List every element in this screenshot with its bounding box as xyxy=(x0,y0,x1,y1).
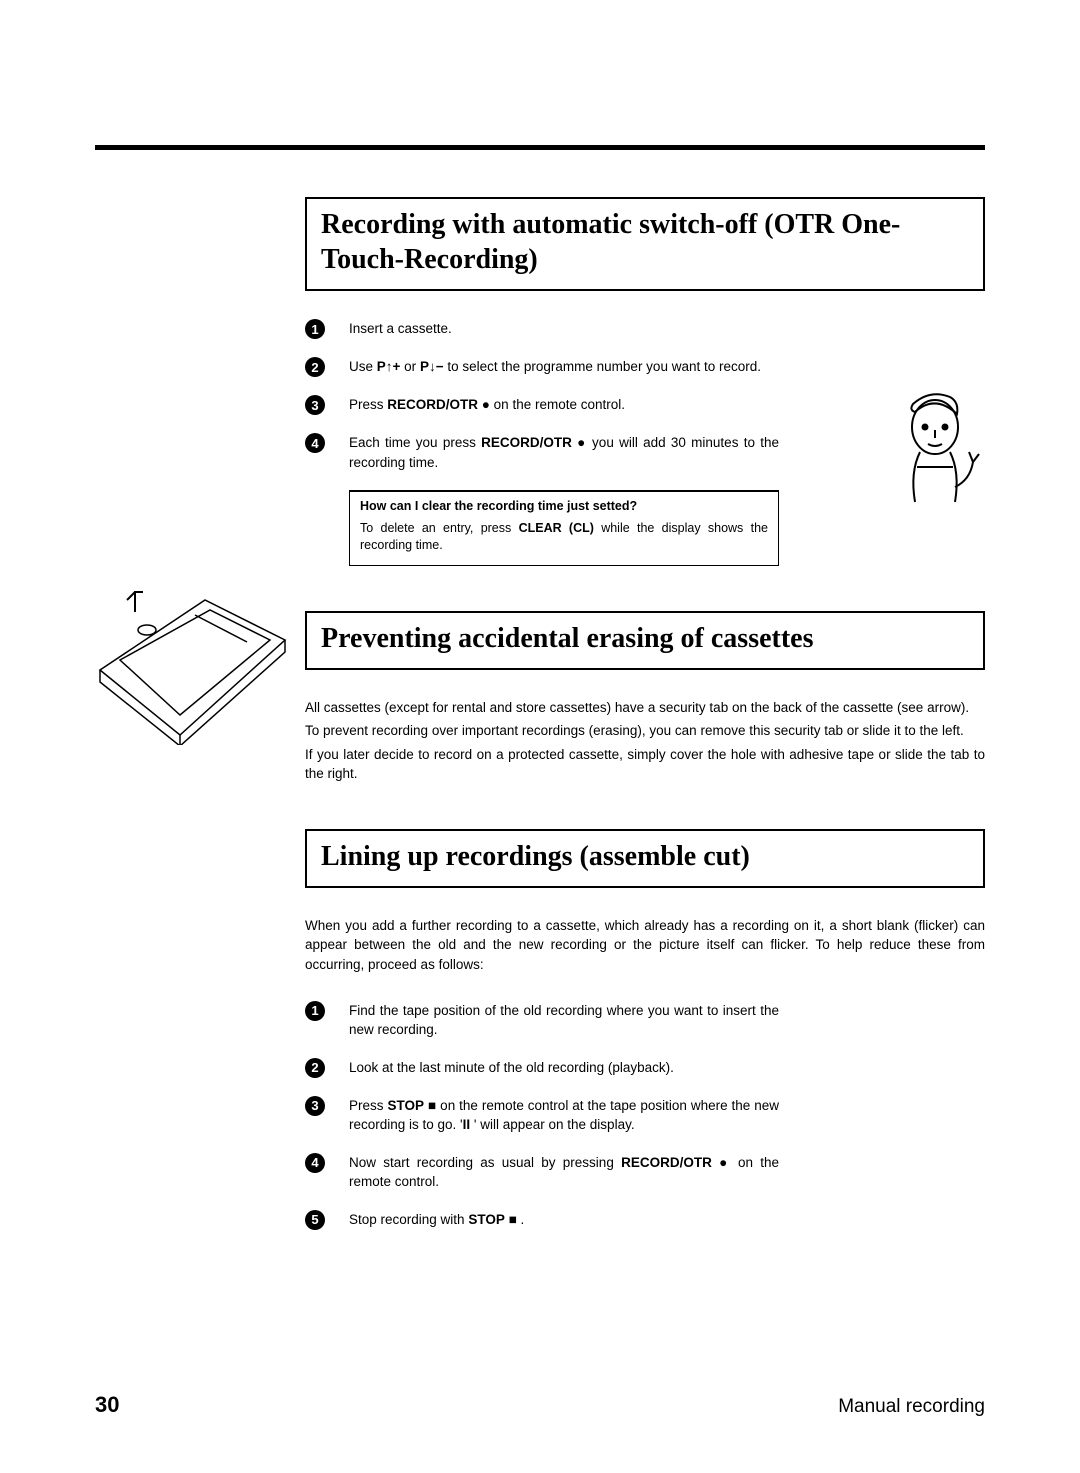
step-text: Stop recording with STOP ■ . xyxy=(349,1210,779,1230)
step-text: Use P↑+ or P↓− to select the programme n… xyxy=(349,357,779,377)
step-row: 2Use P↑+ or P↓− to select the programme … xyxy=(305,357,985,377)
step-row: 1Find the tape position of the old recor… xyxy=(305,1001,985,1040)
section3-intro: When you add a further recording to a ca… xyxy=(305,916,985,975)
step-row: 4Now start recording as usual by pressin… xyxy=(305,1153,985,1192)
section-title-assemble: Lining up recordings (assemble cut) xyxy=(305,829,985,888)
section-title-text: Preventing accidental erasing of cassett… xyxy=(321,621,969,656)
step-row: 1Insert a cassette. xyxy=(305,319,985,339)
step-row: 4Each time you press RECORD/OTR ● you wi… xyxy=(305,433,985,472)
body-paragraph: If you later decide to record on a prote… xyxy=(305,745,985,784)
section-title-text: Lining up recordings (assemble cut) xyxy=(321,839,969,874)
top-thick-rule xyxy=(95,145,985,150)
section-title-text: Recording with automatic switch-off (OTR… xyxy=(321,207,969,277)
step-number: 4 xyxy=(305,1153,349,1173)
step-row: 5Stop recording with STOP ■ . xyxy=(305,1210,985,1230)
body-paragraph: To prevent recording over important reco… xyxy=(305,721,985,741)
step-row: 2Look at the last minute of the old reco… xyxy=(305,1058,985,1078)
step-text: Each time you press RECORD/OTR ● you wil… xyxy=(349,433,779,472)
tip-box-clear: How can I clear the recording time just … xyxy=(349,490,779,566)
step-number: 3 xyxy=(305,395,349,415)
step-number: 1 xyxy=(305,319,349,339)
tip-answer: To delete an entry, press CLEAR (CL) whi… xyxy=(360,521,768,553)
step-number: 5 xyxy=(305,1210,349,1230)
step-row: 3Press STOP ■ on the remote control at t… xyxy=(305,1096,985,1135)
step-number: 3 xyxy=(305,1096,349,1116)
section-title-otr: Recording with automatic switch-off (OTR… xyxy=(305,197,985,291)
page-number: 30 xyxy=(95,1392,119,1418)
body-paragraph: All cassettes (except for rental and sto… xyxy=(305,698,985,718)
step-text: Press RECORD/OTR ● on the remote control… xyxy=(349,395,779,415)
step-row: 3Press RECORD/OTR ● on the remote contro… xyxy=(305,395,985,415)
step-number: 1 xyxy=(305,1001,349,1021)
footer-chapter: Manual recording xyxy=(838,1396,985,1418)
cassette-illustration xyxy=(95,590,290,745)
step-number: 4 xyxy=(305,433,349,453)
step-text: Find the tape position of the old record… xyxy=(349,1001,779,1040)
step-text: Look at the last minute of the old recor… xyxy=(349,1058,779,1078)
step-text: Press STOP ■ on the remote control at th… xyxy=(349,1096,779,1135)
tip-question: How can I clear the recording time just … xyxy=(360,498,768,516)
section-title-prevent: Preventing accidental erasing of cassett… xyxy=(305,611,985,670)
person-illustration xyxy=(895,392,980,532)
step-number: 2 xyxy=(305,1058,349,1078)
step-text: Now start recording as usual by pressing… xyxy=(349,1153,779,1192)
step-number: 2 xyxy=(305,357,349,377)
step-text: Insert a cassette. xyxy=(349,319,779,339)
